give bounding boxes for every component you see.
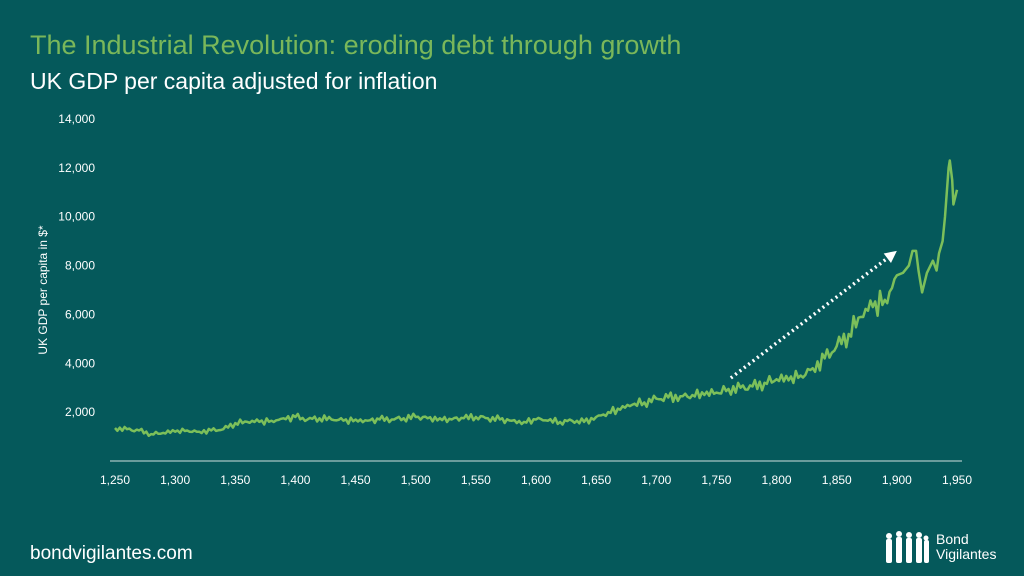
x-tick-label: 1,950 [942, 473, 972, 487]
trend-arrow-head [883, 250, 897, 263]
x-tick-label: 1,700 [641, 473, 671, 487]
x-tick-label: 1,400 [280, 473, 310, 487]
x-tick-label: 1,550 [461, 473, 491, 487]
website-link[interactable]: bondvigilantes.com [30, 543, 193, 564]
people-logo-icon [886, 531, 929, 563]
y-tick-label: 4,000 [65, 356, 95, 370]
y-axis-label: UK GDP per capita in $* [36, 225, 50, 355]
logo-text-vigilantes: Vigilantes [936, 546, 997, 562]
x-tick-label: 1,650 [581, 473, 611, 487]
y-tick-label: 6,000 [65, 307, 95, 321]
series-line-gdp [114, 159, 959, 438]
y-tick-label: 10,000 [58, 210, 95, 224]
x-tick-label: 1,350 [220, 473, 250, 487]
chart-subtitle: UK GDP per capita adjusted for inflation [30, 68, 438, 94]
x-tick-label: 1,750 [701, 473, 731, 487]
x-tick-label: 1,300 [160, 473, 190, 487]
x-tick-label: 1,800 [762, 473, 792, 487]
bond-vigilantes-logo: Bond Vigilantes [882, 530, 996, 564]
y-tick-label: 12,000 [58, 161, 95, 175]
slide-title: The Industrial Revolution: eroding debt … [30, 30, 682, 60]
x-tick-label: 1,250 [100, 473, 130, 487]
trend-arrow [729, 256, 889, 380]
x-tick-label: 1,450 [341, 473, 371, 487]
x-tick-label: 1,850 [822, 473, 852, 487]
x-tick-label: 1,600 [521, 473, 551, 487]
x-tick-label: 1,900 [882, 473, 912, 487]
logo-text-bond: Bond [936, 531, 969, 547]
y-tick-label: 2,000 [65, 405, 95, 419]
y-tick-label: 14,000 [58, 112, 95, 126]
x-tick-label: 1,500 [401, 473, 431, 487]
y-tick-label: 8,000 [65, 259, 95, 273]
